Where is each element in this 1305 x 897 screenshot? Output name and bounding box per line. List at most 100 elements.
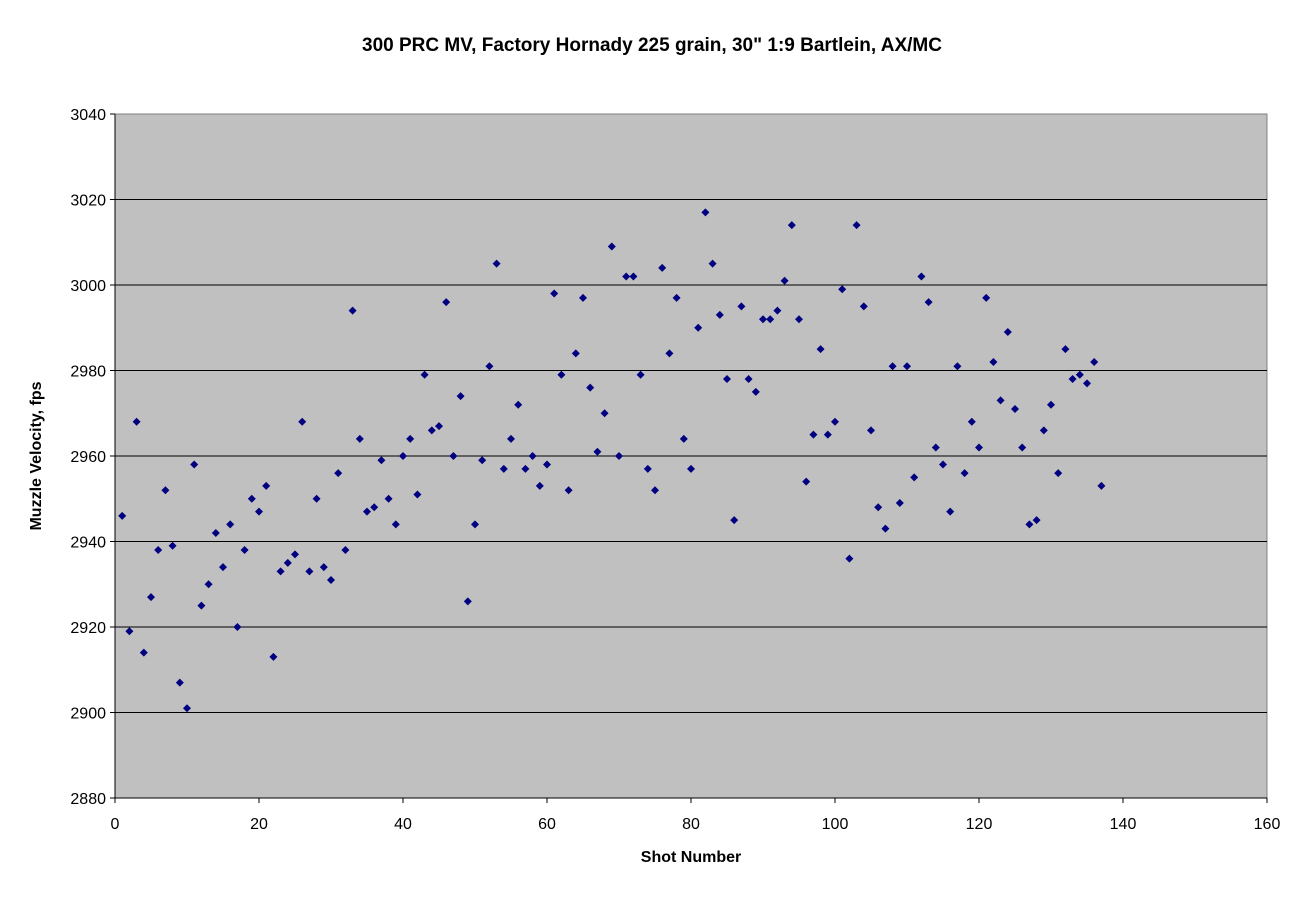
data-point bbox=[924, 298, 933, 307]
data-point bbox=[197, 601, 206, 610]
data-point bbox=[456, 392, 465, 401]
data-point bbox=[953, 362, 962, 371]
data-point bbox=[327, 575, 335, 584]
data-point bbox=[449, 452, 458, 460]
data-point bbox=[528, 452, 537, 460]
data-point bbox=[471, 520, 479, 529]
data-point bbox=[478, 456, 487, 465]
data-point bbox=[802, 477, 811, 486]
data-point bbox=[291, 550, 299, 559]
data-point bbox=[679, 434, 688, 443]
data-point bbox=[499, 464, 508, 473]
data-point bbox=[1025, 520, 1034, 529]
data-point bbox=[247, 494, 256, 503]
data-point bbox=[550, 289, 559, 298]
data-point bbox=[190, 460, 199, 469]
x-tick-label-100: 100 bbox=[822, 816, 849, 833]
data-point bbox=[442, 298, 451, 307]
data-point bbox=[348, 306, 357, 315]
data-point bbox=[867, 426, 875, 435]
data-point bbox=[543, 460, 551, 469]
data-point bbox=[723, 375, 731, 384]
data-point bbox=[759, 315, 767, 324]
data-point bbox=[658, 263, 667, 272]
y-tick-label-3040: 3040 bbox=[70, 107, 106, 124]
data-point bbox=[881, 524, 890, 533]
data-point bbox=[1018, 443, 1027, 452]
data-point bbox=[787, 221, 796, 230]
y-tick-label-3020: 3020 bbox=[70, 193, 106, 210]
data-point bbox=[384, 494, 393, 503]
data-point bbox=[960, 469, 969, 478]
data-point bbox=[183, 704, 191, 713]
data-point bbox=[492, 259, 501, 268]
data-point bbox=[413, 490, 422, 499]
data-point bbox=[507, 434, 515, 443]
data-point bbox=[672, 293, 681, 302]
data-point bbox=[1054, 469, 1063, 478]
data-point bbox=[399, 452, 407, 460]
data-point bbox=[730, 516, 739, 525]
data-point bbox=[420, 370, 429, 379]
data-point bbox=[283, 558, 292, 567]
data-point bbox=[363, 507, 371, 516]
data-point bbox=[514, 400, 523, 409]
data-point bbox=[219, 563, 227, 572]
data-point bbox=[903, 362, 911, 371]
data-point bbox=[139, 648, 148, 657]
y-tick-label-2940: 2940 bbox=[70, 535, 106, 552]
data-point bbox=[535, 481, 544, 490]
data-point bbox=[859, 302, 868, 311]
data-point bbox=[557, 370, 566, 379]
data-point bbox=[643, 464, 652, 473]
data-point bbox=[586, 383, 595, 392]
data-point bbox=[615, 452, 623, 460]
data-point bbox=[975, 443, 983, 452]
y-tick-label-2880: 2880 bbox=[70, 791, 106, 808]
x-tick-label-120: 120 bbox=[966, 816, 993, 833]
data-point bbox=[341, 546, 350, 555]
data-point bbox=[708, 259, 717, 268]
data-point bbox=[967, 417, 976, 426]
data-point bbox=[485, 362, 494, 371]
data-point bbox=[665, 349, 674, 358]
data-point bbox=[1090, 357, 1099, 366]
y-tick-label-2920: 2920 bbox=[70, 620, 106, 637]
data-point bbox=[593, 447, 602, 456]
data-point bbox=[377, 456, 386, 465]
y-tick-label-2980: 2980 bbox=[70, 364, 106, 381]
x-tick-label-60: 60 bbox=[538, 816, 556, 833]
data-point bbox=[751, 387, 760, 396]
data-point bbox=[636, 370, 645, 379]
data-point bbox=[147, 593, 155, 602]
data-point bbox=[269, 652, 278, 661]
data-point bbox=[1047, 400, 1055, 409]
data-point bbox=[816, 345, 825, 354]
data-point bbox=[204, 580, 213, 589]
data-point bbox=[521, 464, 530, 473]
y-tick-label-3000: 3000 bbox=[70, 278, 106, 295]
data-point bbox=[744, 375, 753, 384]
data-point bbox=[406, 434, 415, 443]
data-point bbox=[701, 208, 710, 217]
data-point bbox=[600, 409, 609, 418]
data-point bbox=[939, 460, 947, 469]
data-point bbox=[276, 567, 285, 576]
x-tick-label-80: 80 bbox=[682, 816, 700, 833]
x-tick-label-0: 0 bbox=[111, 816, 120, 833]
data-point bbox=[125, 627, 134, 636]
data-point bbox=[795, 315, 803, 324]
data-point bbox=[780, 276, 789, 285]
data-point bbox=[766, 315, 775, 324]
data-point bbox=[312, 494, 321, 503]
x-tick-label-20: 20 bbox=[250, 816, 268, 833]
data-point bbox=[845, 554, 854, 563]
data-point bbox=[687, 464, 695, 473]
data-point bbox=[233, 623, 242, 631]
data-point bbox=[982, 293, 991, 302]
data-point bbox=[132, 417, 141, 426]
data-point bbox=[917, 272, 926, 281]
data-point bbox=[823, 430, 832, 439]
data-point bbox=[1068, 375, 1077, 384]
